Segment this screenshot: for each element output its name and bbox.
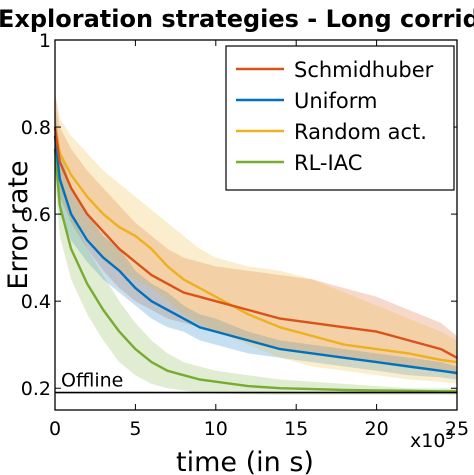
offline-label: Offline: [61, 370, 123, 392]
x-multiplier-exponent: 3: [445, 428, 453, 443]
random-act-band: [55, 92, 457, 384]
y-tick-label: 0.6: [21, 204, 51, 226]
y-tick-label: 1: [39, 30, 51, 52]
y-tick-label: 0.2: [21, 378, 51, 400]
x-tick-label: 15: [284, 418, 308, 440]
x-ticks: 0 5 10 15 20 25: [49, 40, 469, 440]
chart-title: Exploration strategies - Long corridor: [0, 5, 474, 33]
legend-items: Schmidhuber Uniform Random act. RL-IAC: [236, 58, 434, 175]
x-multiplier-base: x10: [410, 430, 445, 452]
schmidhuber-line: [53, 126, 458, 359]
reference-line-group: Offline: [55, 370, 457, 394]
uniform-band: [55, 105, 457, 380]
y-axis-label: Error rate: [3, 160, 34, 289]
x-tick-label: 25: [445, 418, 469, 440]
x-multiplier: x103: [410, 428, 454, 452]
legend-label-schmidhuber: Schmidhuber: [294, 58, 434, 82]
legend: Schmidhuber Uniform Random act. RL-IAC: [225, 45, 455, 191]
legend-label-random-act: Random act.: [294, 120, 427, 144]
plot-frame: [54, 39, 458, 411]
rl-iac-line: [53, 148, 457, 393]
legend-label-uniform: Uniform: [294, 89, 377, 113]
y-tick-label: 0.4: [21, 291, 51, 313]
legend-label-rl-iac: RL-IAC: [294, 151, 362, 175]
x-tick-label: 20: [365, 418, 389, 440]
y-tick-label: 0.8: [21, 117, 51, 139]
x-axis-label: time (in s): [176, 447, 314, 475]
random-act-line: [53, 126, 458, 364]
y-ticks: 0.2 0.4 0.6 0.8 1: [21, 30, 457, 400]
x-tick-label: 10: [204, 418, 228, 440]
x-tick-label: 0: [49, 418, 61, 440]
series-lines: [53, 126, 458, 393]
uniform-line: [53, 135, 458, 375]
x-tick-label: 5: [129, 418, 141, 440]
